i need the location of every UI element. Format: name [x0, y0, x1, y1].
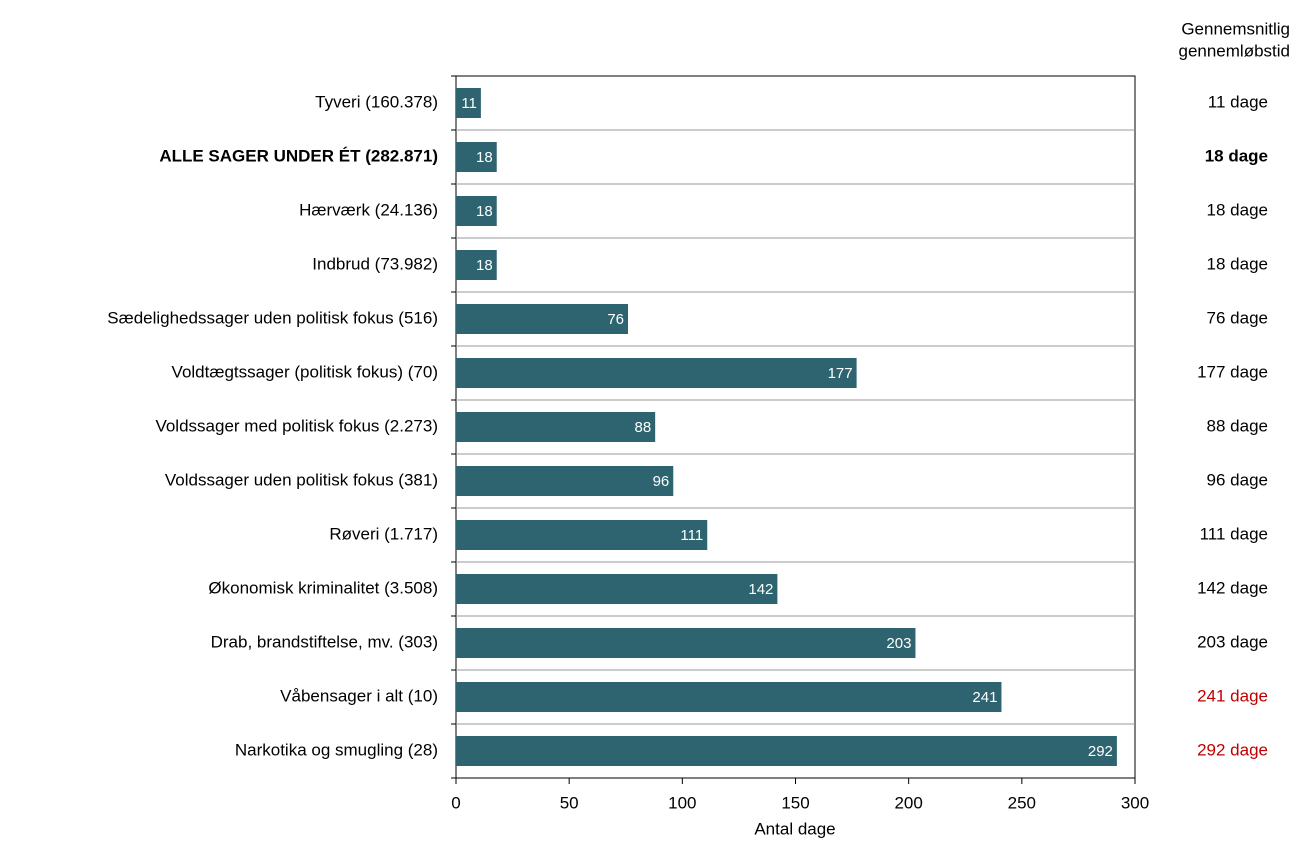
- category-label: Voldssager uden politisk fokus (381): [165, 470, 438, 489]
- category-label: Økonomisk kriminalitet (3.508): [208, 578, 438, 597]
- bar-label: 96: [653, 473, 670, 490]
- x-tick-label: 0: [451, 793, 460, 812]
- column-header: Gennemsnitlig: [1181, 19, 1290, 38]
- bar: [456, 628, 916, 658]
- bar: [456, 466, 674, 496]
- bar-label: 203: [886, 635, 911, 652]
- category-label: Narkotika og smugling (28): [235, 740, 438, 759]
- bar: [456, 520, 708, 550]
- bar: [456, 736, 1117, 766]
- right-label: 142 dage: [1197, 578, 1268, 597]
- right-label: 11 dage: [1208, 92, 1268, 111]
- right-label: 76 dage: [1207, 308, 1268, 327]
- bar-label: 18: [476, 149, 493, 166]
- right-label: 18 dage: [1207, 254, 1268, 273]
- bar: [456, 250, 497, 280]
- right-label: 292 dage: [1197, 740, 1268, 759]
- bar: [456, 88, 481, 118]
- right-label: 96 dage: [1207, 470, 1268, 489]
- x-tick-label: 300: [1121, 793, 1149, 812]
- category-label: Sædelighedssager uden politisk fokus (51…: [107, 308, 438, 327]
- x-tick-label: 250: [1008, 793, 1036, 812]
- right-label: 241 dage: [1197, 686, 1268, 705]
- bar-label: 18: [476, 203, 493, 220]
- bar: [456, 142, 497, 172]
- bar: [456, 682, 1002, 712]
- bar: [456, 412, 656, 442]
- bar-label: 142: [748, 581, 773, 598]
- category-label: Voldtægtssager (politisk fokus) (70): [172, 362, 438, 381]
- bar: [456, 304, 629, 334]
- bar-label: 11: [461, 95, 477, 112]
- category-label: ALLE SAGER UNDER ÉT (282.871): [159, 146, 438, 165]
- category-label: Røveri (1.717): [329, 524, 438, 543]
- x-tick-label: 200: [894, 793, 922, 812]
- bar-label: 88: [634, 419, 651, 436]
- x-axis-label: Antal dage: [754, 819, 835, 838]
- category-label: Indbrud (73.982): [312, 254, 438, 273]
- right-label: 18 dage: [1205, 146, 1268, 165]
- bar-label: 18: [476, 257, 493, 274]
- right-label: 177 dage: [1197, 362, 1268, 381]
- x-tick-label: 100: [668, 793, 696, 812]
- bar-label: 292: [1088, 743, 1113, 760]
- bar-label: 76: [607, 311, 624, 328]
- x-tick-label: 50: [560, 793, 579, 812]
- bar: [456, 358, 857, 388]
- category-label: Drab, brandstiftelse, mv. (303): [211, 632, 438, 651]
- right-label: 88 dage: [1207, 416, 1268, 435]
- column-header: gennemløbstid: [1178, 41, 1290, 60]
- x-tick-label: 150: [781, 793, 809, 812]
- category-label: Voldssager med politisk fokus (2.273): [155, 416, 438, 435]
- category-label: Tyveri (160.378): [315, 92, 438, 111]
- right-label: 203 dage: [1197, 632, 1268, 651]
- right-label: 111 dage: [1200, 524, 1268, 543]
- category-label: Våbensager i alt (10): [280, 686, 438, 705]
- bar: [456, 196, 497, 226]
- category-label: Hærværk (24.136): [299, 200, 438, 219]
- bar-label: 111: [680, 527, 703, 544]
- bar-label: 177: [828, 365, 853, 382]
- right-label: 18 dage: [1207, 200, 1268, 219]
- bar-label: 241: [972, 689, 997, 706]
- bar: [456, 574, 778, 604]
